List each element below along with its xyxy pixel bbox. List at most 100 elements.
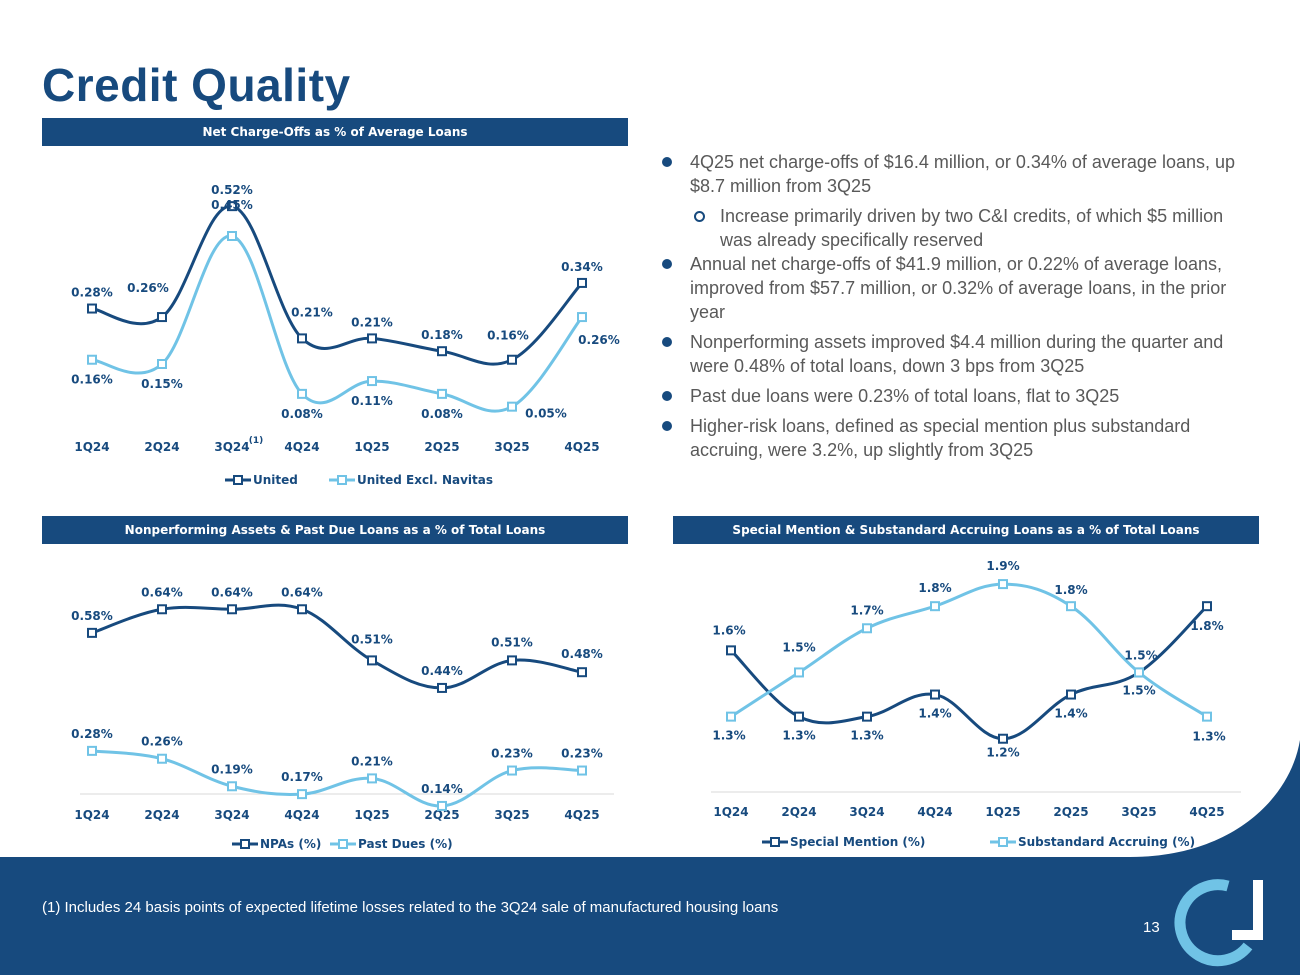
bullet-past-due: Past due loans were 0.23% of total loans… bbox=[660, 384, 1250, 408]
svg-text:Special Mention (%): Special Mention (%) bbox=[790, 835, 925, 849]
data-point-marker bbox=[577, 312, 587, 323]
bullet-nco-annual: Annual net charge-offs of $41.9 million,… bbox=[660, 252, 1250, 324]
data-point-marker bbox=[1066, 689, 1076, 700]
data-point-marker bbox=[1134, 667, 1144, 678]
data-point-marker bbox=[507, 655, 517, 666]
data-label: 1.3% bbox=[712, 729, 745, 743]
svg-text:NPAs (%): NPAs (%) bbox=[260, 837, 321, 851]
data-label: 0.18% bbox=[421, 328, 463, 342]
data-label: 0.23% bbox=[491, 747, 533, 761]
data-label: 1.2% bbox=[986, 746, 1019, 760]
series-line bbox=[91, 204, 584, 366]
data-point-marker bbox=[507, 354, 517, 365]
data-point-marker bbox=[227, 231, 237, 241]
data-point-marker bbox=[227, 201, 237, 212]
chart1-title: Net Charge-Offs as % of Average Loans bbox=[42, 118, 628, 146]
commentary-bullets: 4Q25 net charge-offs of $16.4 million, o… bbox=[660, 150, 1250, 468]
data-point-marker bbox=[437, 346, 447, 357]
x-tick-label: 3Q25 bbox=[1121, 805, 1156, 819]
data-point-marker bbox=[726, 645, 736, 656]
data-point-marker bbox=[297, 789, 307, 800]
data-label: 0.21% bbox=[351, 754, 393, 768]
data-label: 1.8% bbox=[918, 581, 951, 595]
data-label: 0.11% bbox=[351, 394, 393, 408]
data-label: 1.3% bbox=[850, 729, 883, 743]
data-point-marker bbox=[930, 601, 940, 612]
npa-past-due-chart: 1Q24 2Q24 3Q24 4Q24 1Q25 2Q25 3Q25 4Q250.58%0.6… bbox=[71, 585, 614, 851]
x-tick-label: 1Q25 bbox=[985, 805, 1020, 819]
x-tick-label: 2Q25 bbox=[1053, 805, 1088, 819]
data-label: 0.23% bbox=[561, 747, 603, 761]
data-point-marker bbox=[367, 773, 377, 784]
data-label: 1.7% bbox=[850, 603, 883, 617]
data-label: 0.64% bbox=[281, 585, 323, 599]
chart2-title: Nonperforming Assets & Past Due Loans as… bbox=[42, 516, 628, 544]
svg-text:Past Dues (%): Past Dues (%) bbox=[358, 837, 453, 851]
x-tick-label: 1Q24 bbox=[74, 808, 109, 822]
data-label: 0.26% bbox=[578, 333, 620, 347]
data-point-marker bbox=[1202, 601, 1212, 612]
x-tick-label: 1Q25 bbox=[354, 808, 389, 822]
data-label: 0.52% bbox=[211, 183, 253, 197]
data-label: 0.26% bbox=[127, 281, 169, 295]
data-point-marker bbox=[1066, 601, 1076, 612]
data-label: 1.4% bbox=[1054, 707, 1087, 721]
bullet-npa: Nonperforming assets improved $4.4 milli… bbox=[660, 330, 1250, 378]
data-point-marker bbox=[577, 765, 587, 776]
data-point-marker bbox=[507, 765, 517, 776]
x-tick-label: 2Q24 bbox=[781, 805, 816, 819]
data-point-marker bbox=[297, 604, 307, 615]
x-tick-label: 4Q25 bbox=[1189, 805, 1224, 819]
svg-text:Substandard Accruing (%): Substandard Accruing (%) bbox=[1018, 835, 1195, 849]
data-label: 0.64% bbox=[141, 585, 183, 599]
data-label: 1.5% bbox=[782, 640, 815, 654]
company-logo-icon bbox=[1174, 879, 1263, 967]
data-point-marker bbox=[998, 733, 1008, 744]
legend-entry: United bbox=[225, 473, 298, 487]
data-label: 1.6% bbox=[712, 623, 745, 637]
data-label: 0.16% bbox=[71, 373, 113, 387]
data-label: 1.8% bbox=[1190, 619, 1223, 633]
data-label: 1.5% bbox=[1122, 683, 1155, 697]
data-label: 1.9% bbox=[986, 559, 1019, 573]
x-tick-label: 4Q24 bbox=[284, 808, 319, 822]
data-point-marker bbox=[1202, 711, 1212, 722]
data-label: 0.45% bbox=[211, 198, 253, 212]
data-point-marker bbox=[297, 388, 307, 399]
data-point-marker bbox=[437, 388, 447, 399]
x-tick-label: 3Q25 bbox=[494, 440, 529, 454]
x-tick-label: 1Q25 bbox=[354, 440, 389, 454]
data-point-marker bbox=[367, 333, 377, 344]
data-point-marker bbox=[862, 711, 872, 722]
data-label: 0.44% bbox=[421, 664, 463, 678]
data-point-marker bbox=[577, 277, 587, 288]
data-label: 0.16% bbox=[487, 329, 529, 343]
data-label: 0.28% bbox=[71, 727, 113, 741]
bullet-higher-risk: Higher-risk loans, defined as special me… bbox=[660, 414, 1250, 462]
data-label: 0.51% bbox=[351, 632, 393, 646]
x-tick-label: 4Q25 bbox=[564, 808, 599, 822]
data-label: 0.21% bbox=[351, 315, 393, 329]
special-mention-substandard-chart: 1Q24 2Q24 3Q24 4Q24 1Q25 2Q25 3Q25 4Q25 1.6% 1.3%… bbox=[711, 559, 1241, 849]
data-point-marker bbox=[157, 312, 167, 323]
x-tick-label: 3Q24 bbox=[849, 805, 884, 819]
data-point-marker bbox=[157, 753, 167, 764]
series-line bbox=[91, 603, 583, 690]
data-label: 0.26% bbox=[141, 735, 183, 749]
legend-entry: NPAs (%) bbox=[232, 837, 321, 851]
svg-text:United: United bbox=[253, 473, 298, 487]
data-label: 0.05% bbox=[525, 407, 567, 421]
data-point-marker bbox=[157, 359, 167, 369]
x-tick-label: 3Q25 bbox=[494, 808, 529, 822]
data-label: 0.21% bbox=[291, 305, 333, 319]
data-point-marker bbox=[297, 333, 307, 344]
data-point-marker bbox=[437, 800, 447, 811]
data-label: 0.34% bbox=[561, 260, 603, 274]
series-line bbox=[91, 234, 584, 413]
data-label: 0.58% bbox=[71, 609, 113, 623]
data-label: 1.3% bbox=[1192, 730, 1225, 744]
bullet-nco-driver: Increase primarily driven by two C&I cre… bbox=[660, 204, 1250, 252]
x-tick-label: 2Q25 bbox=[424, 440, 459, 454]
x-tick-label: 1Q24 bbox=[74, 440, 109, 454]
footnote: (1) Includes 24 basis points of expected… bbox=[42, 899, 779, 916]
